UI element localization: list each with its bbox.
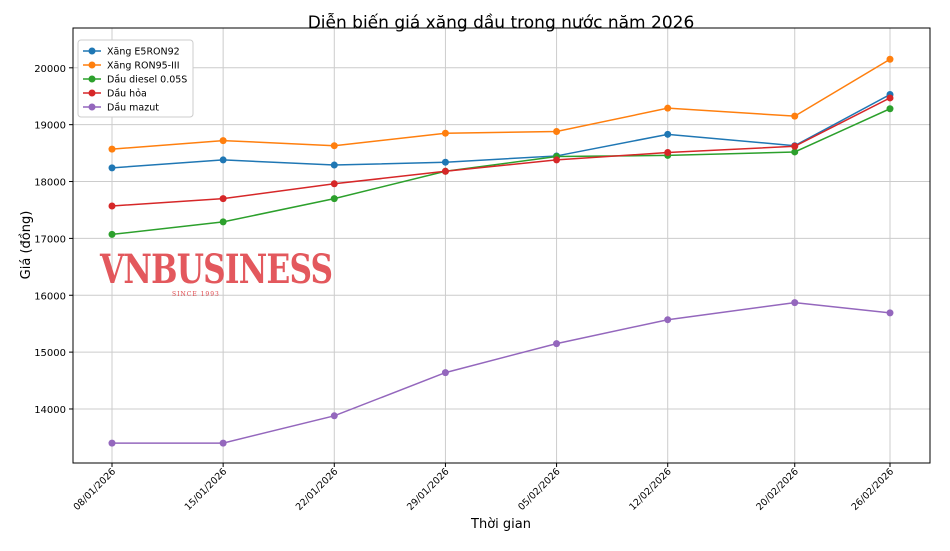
legend-label: Dầu mazut [107,103,159,114]
y-tick-label: 16000 [34,291,66,302]
data-point [664,104,672,112]
y-tick-label: 15000 [34,348,66,359]
data-point [330,195,338,203]
data-point [664,316,672,324]
legend-marker [88,103,96,111]
legend-box [77,39,194,118]
data-point [791,142,799,150]
x-tick-label: 20/02/2026 [754,466,801,513]
series-line [111,93,891,169]
data-point [219,137,227,145]
plot-frame [72,27,931,464]
data-point [441,129,449,137]
legend-label: Xăng E5RON92 [107,47,180,58]
x-tick-label: 26/02/2026 [850,466,897,513]
y-axis-label: Giá (đồng) [19,211,34,280]
x-tick-label: 22/01/2026 [294,466,341,513]
data-point [553,156,561,164]
grid [73,28,930,463]
data-point [886,105,894,113]
data-point [441,369,449,377]
data-point [330,161,338,169]
series-line [111,58,891,150]
legend-label: Dầu hỏa [107,89,147,100]
x-tick-label: 12/02/2026 [627,466,674,513]
x-tick-label: 08/01/2026 [72,466,119,513]
data-point [886,94,894,102]
data-point [108,145,116,153]
x-tick-label: 15/01/2026 [183,466,230,513]
series-lines [108,55,894,447]
data-point [441,167,449,175]
data-point [219,218,227,226]
data-point [219,439,227,447]
data-point [108,230,116,238]
data-point [553,340,561,348]
data-point [791,112,799,120]
legend: Xăng E5RON92 Xăng RON95-III Dầu diesel 0.0… [77,39,194,118]
data-point [791,299,799,307]
data-point [441,158,449,166]
data-point [886,309,894,317]
legend-label: Dầu diesel 0.05S [107,75,187,86]
data-point [219,156,227,164]
y-tick-label: 17000 [34,234,66,245]
data-point [108,164,116,172]
series-line [111,108,891,236]
data-point [330,180,338,188]
data-point [330,142,338,150]
x-axis-label: Thời gian [470,517,531,532]
chart-title: Diễn biến giá xăng dầu trong nước năm 20… [308,12,695,33]
legend-marker [88,89,96,97]
data-point [219,195,227,203]
data-point [108,439,116,447]
data-point [108,202,116,210]
y-tick-label: 18000 [34,178,66,189]
data-point [886,55,894,63]
legend-marker [88,61,96,69]
legend-label: Xăng RON95-III [107,61,180,72]
y-tick-label: 19000 [34,121,66,132]
data-point [664,149,672,157]
y-tick-label: 14000 [34,405,66,416]
x-tick-label: 05/02/2026 [516,466,563,513]
legend-marker [88,47,96,55]
data-point [664,130,672,138]
data-point [553,127,561,135]
watermark-logo: VNBUSINESS [100,246,333,293]
data-point [791,148,799,156]
y-tick-label: 20000 [34,64,66,75]
series-line [111,97,891,207]
watermark-sub: SINCE 1993 [172,291,220,298]
legend-marker [88,75,96,83]
x-tick-label: 29/01/2026 [405,466,452,513]
data-point [330,412,338,420]
series-line [112,301,891,444]
